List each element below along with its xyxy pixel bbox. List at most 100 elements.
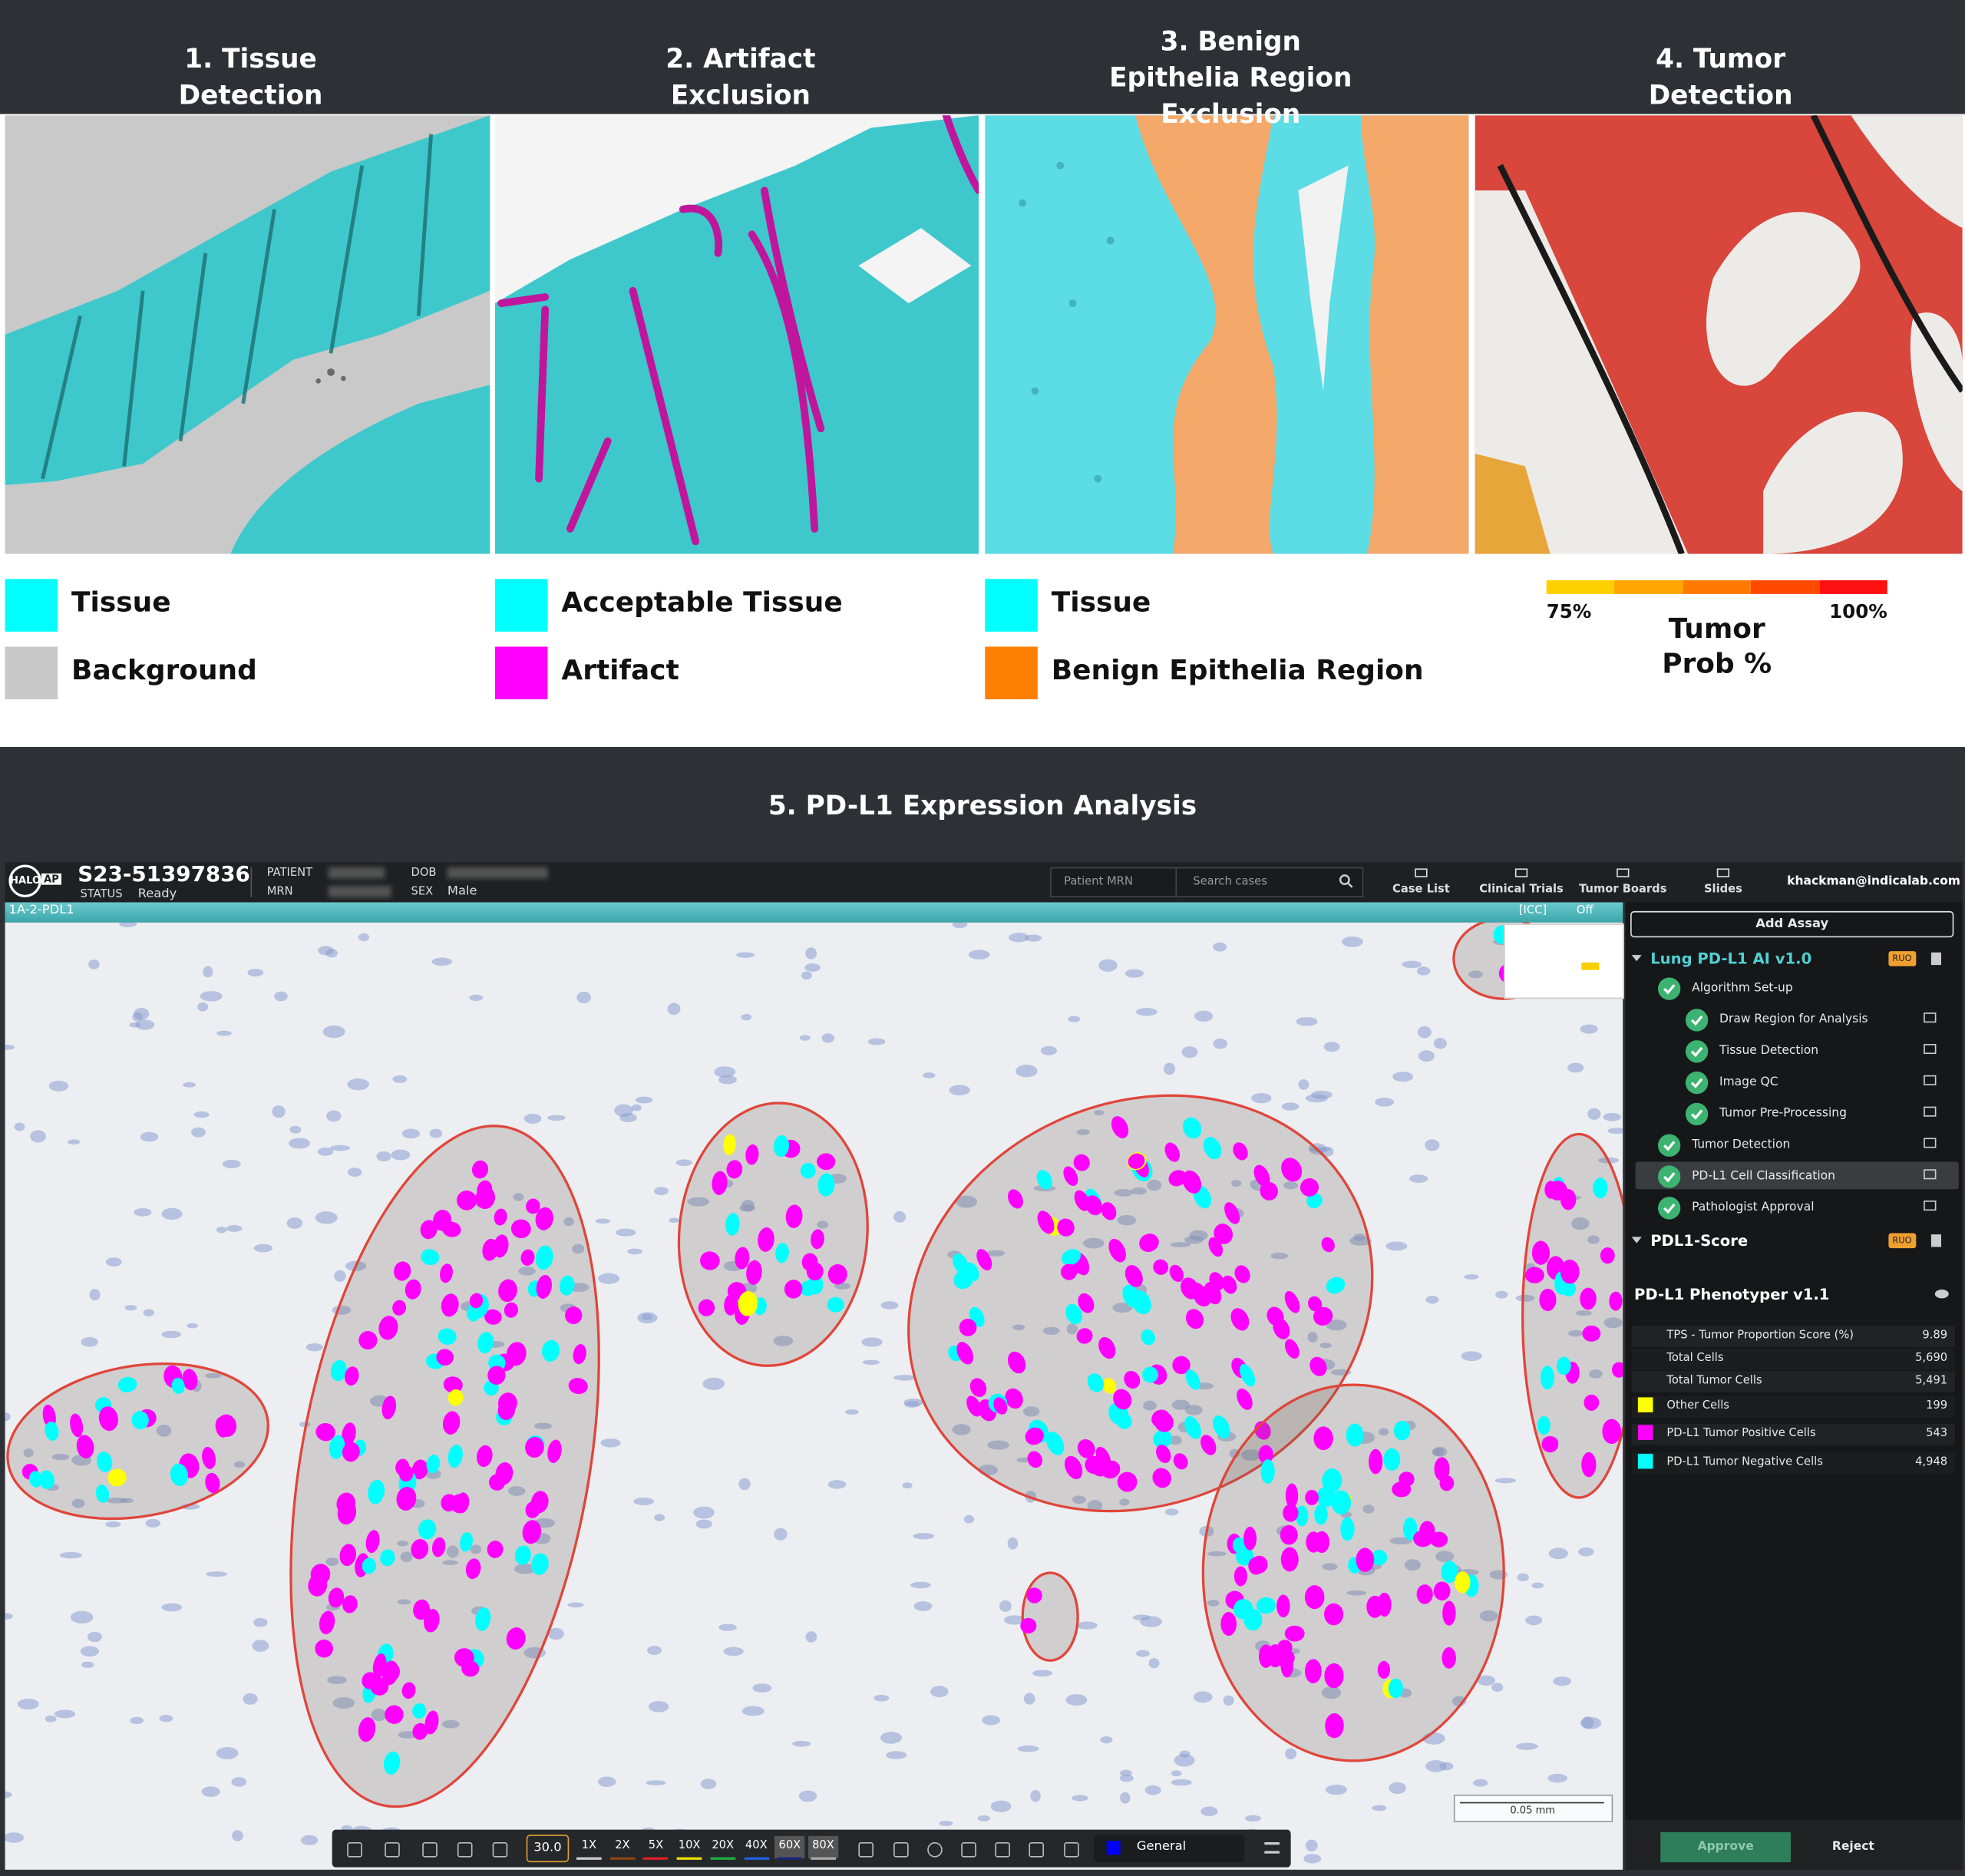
zoom-button[interactable]: 60X [774, 1835, 805, 1859]
nav-icon[interactable] [1716, 868, 1730, 877]
nav-icon[interactable] [1617, 868, 1630, 877]
edit-icon[interactable] [1924, 1106, 1937, 1117]
magnification[interactable]: 30.0 [526, 1835, 570, 1863]
tool-icon[interactable] [927, 1841, 943, 1858]
tool-icon[interactable] [347, 1841, 362, 1858]
zoom-button[interactable]: 1X [581, 1839, 597, 1853]
nucleus [1009, 933, 1029, 943]
cell [1073, 1154, 1090, 1171]
cell [969, 1378, 987, 1397]
search-box[interactable] [1050, 867, 1364, 897]
tool-icon[interactable] [1029, 1841, 1044, 1858]
nucleus [1547, 1773, 1568, 1783]
substep[interactable]: Tumor Pre-Processing [1719, 1106, 1847, 1121]
assay-name[interactable]: PDL1-Score [1650, 1231, 1749, 1250]
search-icon[interactable] [1339, 874, 1354, 889]
tool-icon[interactable] [893, 1841, 909, 1858]
user[interactable]: khackman@indicalab.com [1787, 874, 1960, 889]
overlay-toggle[interactable]: Off [1576, 904, 1593, 918]
nucleus [1479, 1610, 1498, 1622]
cell [28, 1471, 42, 1488]
legend-label: Artifact [561, 655, 679, 687]
legend-swatch [5, 646, 58, 700]
zoom-button[interactable]: 2X [615, 1839, 630, 1853]
nucleus [1003, 1615, 1025, 1625]
tumor-region [289, 1125, 600, 1808]
nucleus [1305, 1094, 1328, 1103]
tool-icon[interactable] [858, 1841, 874, 1858]
zoom-button[interactable]: 20X [712, 1839, 735, 1853]
edit-icon[interactable] [1924, 1043, 1937, 1055]
nucleus [200, 991, 223, 1002]
zoom-button[interactable]: 80X [807, 1835, 839, 1859]
step[interactable]: Algorithm Set-up [1692, 981, 1793, 996]
edit-icon[interactable] [1924, 1075, 1937, 1085]
nucleus [17, 1698, 39, 1710]
edit-icon[interactable] [1924, 1169, 1937, 1180]
nav-item[interactable]: Case List [1392, 884, 1450, 897]
nav-item[interactable]: Clinical Trials [1479, 884, 1564, 897]
cell [806, 1262, 824, 1281]
zoom-button[interactable]: 5X [648, 1839, 664, 1853]
eye-icon[interactable] [1934, 1289, 1949, 1299]
zoom-button[interactable]: 40X [745, 1839, 768, 1853]
nucleus [1270, 1252, 1289, 1260]
step[interactable]: PD-L1 Cell Classification [1692, 1169, 1835, 1184]
search-input[interactable]: Search cases [1193, 876, 1267, 889]
nucleus [513, 1193, 524, 1201]
approve-button[interactable]: Approve [1660, 1831, 1792, 1863]
edit-icon[interactable] [1924, 1201, 1937, 1211]
search-field[interactable]: Patient MRN [1064, 876, 1133, 889]
case-id: S23-51397836 [78, 862, 250, 887]
nucleus [595, 1218, 611, 1224]
nav-icon[interactable] [1415, 868, 1428, 877]
tool-icon[interactable] [422, 1841, 438, 1858]
nucleus [401, 1128, 421, 1139]
nav-item[interactable]: Slides [1703, 884, 1742, 897]
nucleus [1325, 1784, 1347, 1795]
tool-icon[interactable] [457, 1841, 473, 1858]
nav-item[interactable]: Tumor Boards [1579, 884, 1667, 897]
nucleus [1439, 1762, 1454, 1771]
edit-icon[interactable] [1924, 1138, 1937, 1148]
top-header [0, 0, 1965, 114]
tool-icon[interactable] [995, 1841, 1010, 1858]
tool-icon[interactable] [961, 1841, 976, 1858]
cell [1026, 1587, 1042, 1604]
cell [431, 1537, 446, 1557]
tool-icon[interactable] [1064, 1841, 1079, 1858]
cell [378, 1316, 398, 1340]
step[interactable]: Tumor Detection [1692, 1138, 1791, 1152]
assay-toggle[interactable] [1631, 955, 1642, 962]
scale-bar [1460, 1802, 1604, 1804]
substep[interactable]: Tissue Detection [1719, 1043, 1819, 1058]
nav-icon[interactable] [1514, 868, 1528, 877]
add-assay[interactable]: Add Assay [1630, 910, 1954, 938]
table-row [1631, 1423, 1955, 1445]
nucleus [1516, 1742, 1538, 1750]
region-outline [6, 1362, 269, 1521]
check-circle [1685, 1071, 1709, 1095]
cell [131, 1411, 149, 1430]
substep[interactable]: Image QC [1719, 1075, 1778, 1089]
step[interactable]: Pathologist Approval [1692, 1201, 1815, 1215]
delete-icon[interactable] [1930, 1234, 1941, 1247]
tool-icon[interactable] [492, 1841, 508, 1858]
zoom-button[interactable]: 10X [678, 1839, 701, 1853]
tool-icon[interactable] [385, 1841, 400, 1858]
edit-icon[interactable] [1924, 1012, 1937, 1023]
nucleus [563, 1217, 574, 1227]
delete-icon[interactable] [1930, 952, 1941, 966]
slide-name: 1A-2-PDL1 [8, 903, 74, 918]
assay-toggle[interactable] [1631, 1237, 1642, 1244]
substep[interactable]: Draw Region for Analysis [1719, 1012, 1868, 1027]
reject-button[interactable]: Reject [1831, 1839, 1874, 1854]
nucleus [1114, 1189, 1134, 1197]
nucleus [1184, 1405, 1203, 1415]
assay-name[interactable]: Lung PD-L1 AI v1.0 [1650, 950, 1812, 968]
slide-viewer [5, 922, 1623, 1870]
minimap[interactable] [1504, 923, 1624, 999]
cell [1185, 1369, 1200, 1390]
menu-icon[interactable] [1264, 1841, 1280, 1854]
nucleus [1171, 1779, 1192, 1786]
